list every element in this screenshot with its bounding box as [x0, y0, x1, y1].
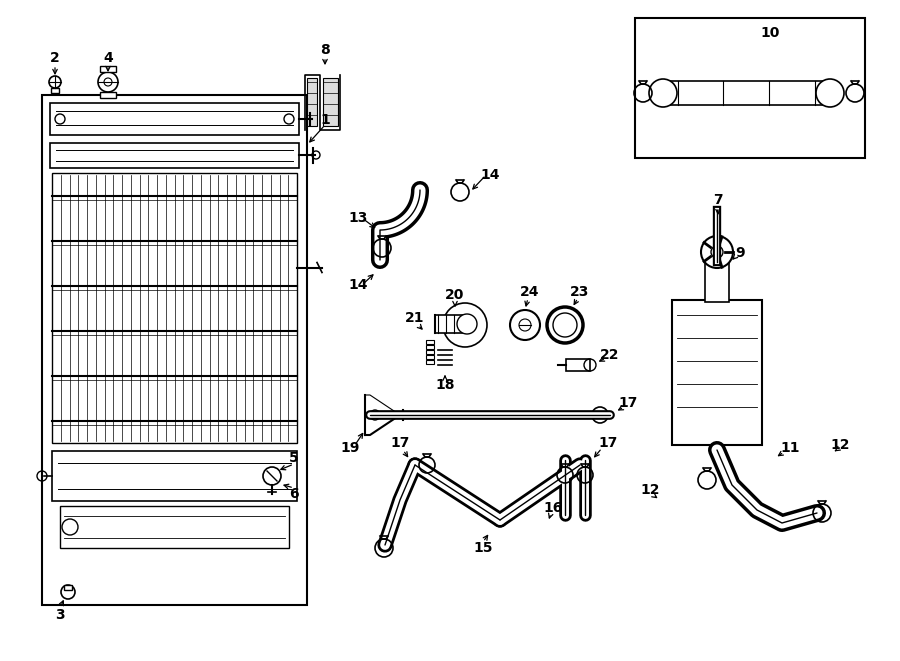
Text: 6: 6 — [289, 487, 299, 501]
Bar — [566, 359, 590, 371]
Bar — [42, 95, 307, 605]
Bar — [426, 350, 434, 354]
Text: 14: 14 — [348, 278, 368, 292]
Bar — [64, 585, 72, 590]
Circle shape — [816, 79, 844, 107]
Text: 17: 17 — [391, 436, 410, 450]
Text: 3: 3 — [55, 608, 65, 622]
Text: 20: 20 — [446, 288, 464, 302]
Bar — [52, 451, 297, 501]
Text: 12: 12 — [640, 483, 660, 497]
Text: 10: 10 — [760, 26, 779, 40]
Bar — [50, 103, 299, 135]
Bar — [426, 360, 434, 364]
Bar — [435, 315, 467, 333]
Text: 17: 17 — [598, 436, 617, 450]
Text: 1: 1 — [320, 113, 330, 127]
Bar — [663, 81, 830, 105]
Circle shape — [701, 236, 733, 268]
Text: 13: 13 — [348, 211, 368, 225]
Bar — [100, 66, 116, 72]
Text: 15: 15 — [473, 541, 493, 555]
Text: 19: 19 — [340, 441, 360, 455]
Text: 2: 2 — [50, 51, 60, 65]
Bar — [100, 92, 116, 98]
Bar — [51, 88, 59, 93]
Circle shape — [457, 314, 477, 334]
Text: 14: 14 — [481, 168, 500, 182]
Text: 24: 24 — [520, 285, 540, 299]
Bar — [635, 18, 865, 158]
Bar — [60, 506, 289, 548]
Text: 23: 23 — [571, 285, 590, 299]
Text: 8: 8 — [320, 43, 330, 57]
Text: 9: 9 — [735, 246, 745, 260]
Text: 7: 7 — [713, 193, 723, 207]
Bar — [52, 173, 297, 443]
Text: 12: 12 — [830, 438, 850, 452]
Bar — [672, 300, 762, 445]
Text: 5: 5 — [289, 451, 299, 465]
Bar — [705, 262, 729, 302]
Circle shape — [649, 79, 677, 107]
Bar — [307, 78, 317, 126]
Text: 11: 11 — [780, 441, 800, 455]
Text: 21: 21 — [405, 311, 425, 325]
Text: 16: 16 — [544, 501, 562, 515]
Bar — [50, 143, 299, 168]
Bar — [426, 340, 434, 344]
Text: 18: 18 — [436, 378, 454, 392]
Bar — [426, 355, 434, 359]
Circle shape — [711, 246, 723, 258]
Bar — [323, 78, 338, 126]
Text: 22: 22 — [600, 348, 620, 362]
Text: 4: 4 — [104, 51, 112, 65]
Bar — [426, 345, 434, 349]
Text: 17: 17 — [618, 396, 638, 410]
